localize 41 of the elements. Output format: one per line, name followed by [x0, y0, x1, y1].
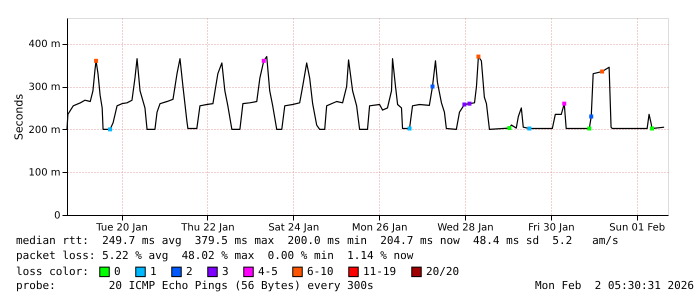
point [507, 126, 512, 130]
x-tick-label: Thu 22 Jan [180, 222, 235, 234]
point [430, 84, 434, 89]
x-tick-label: Sun 01 Feb [609, 222, 666, 234]
legend-label: 1 [150, 264, 157, 278]
legend-label: 0 [114, 264, 121, 278]
y-tick-label: 200 m [28, 124, 60, 136]
x-tick-label: Wed 28 Jan [437, 222, 494, 234]
x-tick-label: Fri 30 Jan [528, 222, 575, 234]
x-tick-label: Sat 24 Jan [268, 222, 320, 234]
point [587, 126, 592, 130]
point [589, 114, 594, 118]
y-tick-label: 0 [54, 210, 60, 222]
point [600, 70, 604, 74]
y-axis-title: Seconds [12, 94, 26, 140]
legend-label: 2 [186, 264, 193, 278]
point [476, 54, 480, 59]
point [462, 102, 466, 107]
point [562, 102, 566, 106]
legend-title: loss color: [16, 265, 89, 278]
point [527, 126, 532, 130]
legend-label: 6-10 [307, 264, 334, 278]
text: median rtt: 249.7 ms avg 379.5 ms max 200.0 ms min 204.7 ms now 48.4 ms sd 5.2 am/s [16, 234, 619, 247]
legend-label: 3 [222, 264, 229, 278]
y-tick-label: 100 m [28, 168, 60, 179]
y-tick-label: 300 m [28, 82, 60, 94]
point [650, 126, 654, 130]
point [262, 58, 266, 63]
point [408, 126, 412, 130]
point [94, 58, 98, 63]
legend-label: 11-19 [363, 264, 396, 278]
x-tick-label: Tue 20 Jan [95, 222, 148, 234]
x-tick-label: Mon 26 Jan [352, 222, 408, 234]
y-tick-label: 400 m [28, 39, 60, 50]
text: probe: 20 ICMP Echo Pings (56 Bytes) every 300s [16, 279, 374, 292]
legend-label: 4-5 [258, 264, 278, 278]
text: Mon Feb 2 05:30:31 2026 [535, 279, 694, 292]
text: packet loss: 5.22 % avg 48.02 % max 0.00 % min 1.14 % now [16, 249, 414, 262]
point [467, 102, 472, 106]
point [108, 127, 112, 132]
legend-label: 20/20 [426, 264, 460, 278]
